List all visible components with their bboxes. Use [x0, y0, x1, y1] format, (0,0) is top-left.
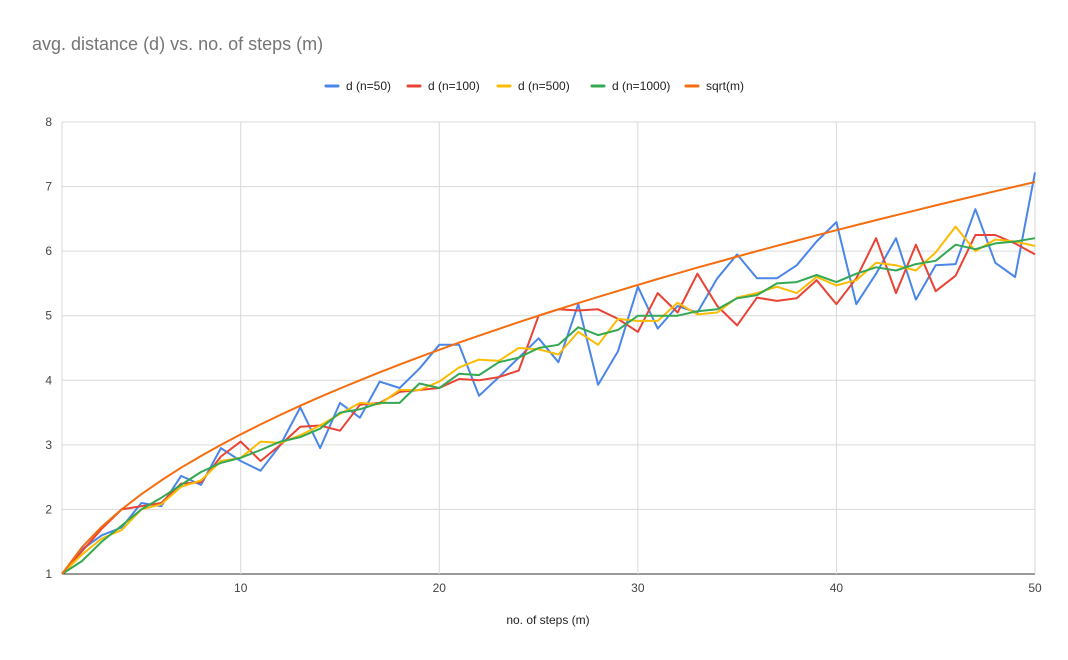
- series-line-sqrt-m-: [61, 181, 1036, 575]
- x-axis-label: no. of steps (m): [506, 613, 589, 627]
- y-tick-label: 5: [45, 309, 52, 323]
- legend-label: sqrt(m): [706, 79, 744, 93]
- y-tick-label: 2: [45, 502, 52, 516]
- chart-title: avg. distance (d) vs. no. of steps (m): [32, 34, 324, 54]
- x-tick-label: 10: [234, 581, 248, 595]
- y-tick-label: 8: [45, 115, 52, 129]
- legend: d (n=50) d (n=100) d (n=500) d (n=1000) sqrt…: [324, 79, 744, 93]
- series-line-d-n-100-: [61, 234, 1036, 575]
- legend-label: d (n=100): [428, 79, 480, 93]
- legend-label: d (n=50): [346, 79, 391, 93]
- y-tick-label: 7: [45, 180, 52, 194]
- x-tick-label: 20: [433, 581, 447, 595]
- series-line-d-n-50-: [61, 172, 1036, 575]
- y-tick-label: 1: [45, 567, 52, 581]
- x-tick-label: 50: [1028, 581, 1042, 595]
- x-tick-label: 40: [830, 581, 844, 595]
- series-line-d-n-500-: [61, 225, 1036, 575]
- legend-label: d (n=1000): [612, 79, 670, 93]
- y-tick-label: 3: [45, 438, 52, 452]
- series-lines: [61, 172, 1036, 575]
- y-tick-label: 6: [45, 244, 52, 258]
- axes: 1 2 3 4 5 6 7 8 10 20 30 40 50: [45, 115, 1042, 595]
- x-tick-label: 30: [631, 581, 645, 595]
- legend-label: d (n=500): [518, 79, 570, 93]
- grid: [61, 121, 1036, 575]
- y-tick-label: 4: [45, 373, 52, 387]
- series-line-d-n-1000-: [61, 237, 1036, 575]
